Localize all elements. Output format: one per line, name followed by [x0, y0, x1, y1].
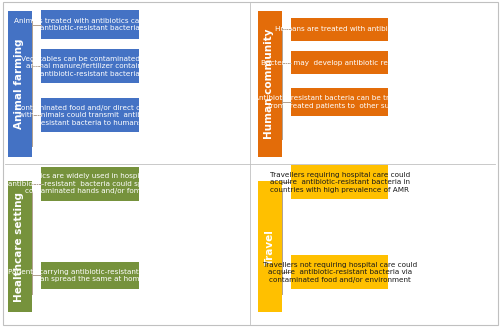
FancyBboxPatch shape — [291, 18, 388, 41]
Text: Human community: Human community — [264, 29, 274, 139]
FancyBboxPatch shape — [258, 181, 281, 312]
Text: Travellers not requiring hospital care could
acquire  antibiotic-resistant bacte: Travellers not requiring hospital care c… — [262, 262, 417, 283]
FancyBboxPatch shape — [8, 11, 32, 157]
FancyBboxPatch shape — [41, 262, 138, 289]
Text: Patients carrying antibiotic-resistant bacteria
can spread the same at home: Patients carrying antibiotic-resistant b… — [8, 269, 171, 282]
Text: Travel: Travel — [264, 229, 274, 265]
Text: Antibiotic-resistant bacteria can be transmitted
from treated patients to  other: Antibiotic-resistant bacteria can be tra… — [254, 95, 426, 109]
FancyBboxPatch shape — [258, 11, 281, 157]
FancyBboxPatch shape — [291, 88, 388, 116]
FancyBboxPatch shape — [291, 255, 388, 289]
Text: Bacteria may  develop antibiotic resistance: Bacteria may develop antibiotic resistan… — [262, 60, 418, 66]
FancyBboxPatch shape — [41, 49, 138, 83]
Text: Animal farming: Animal farming — [14, 39, 24, 129]
Text: Healthcare setting: Healthcare setting — [14, 192, 24, 302]
FancyBboxPatch shape — [8, 181, 32, 312]
FancyBboxPatch shape — [41, 98, 138, 132]
Text: Travellers requiring hospital care could
acquire  antibiotic-resistant bacteria : Travellers requiring hospital care could… — [270, 172, 410, 193]
Text: Animals treated with antibiotics can carry
antibiotic-resistant bacteria: Animals treated with antibiotics can car… — [14, 18, 165, 31]
FancyBboxPatch shape — [291, 51, 388, 74]
Text: Vegetables can be contaminated from
animal manure/fertilizer containing
antibiot: Vegetables can be contaminated from anim… — [21, 56, 159, 77]
FancyBboxPatch shape — [41, 10, 138, 39]
Text: Antibiotics are widely used in hospitals and
antibiotic-resistant  bacteria coul: Antibiotics are widely used in hospitals… — [8, 173, 172, 195]
FancyBboxPatch shape — [291, 165, 388, 199]
Text: Contaminated food and/or direct contact
with animals could transmit  antibiotic-: Contaminated food and/or direct contact … — [16, 105, 164, 126]
Text: Humans are treated with antibiotics: Humans are treated with antibiotics — [275, 26, 404, 32]
FancyBboxPatch shape — [41, 167, 138, 201]
